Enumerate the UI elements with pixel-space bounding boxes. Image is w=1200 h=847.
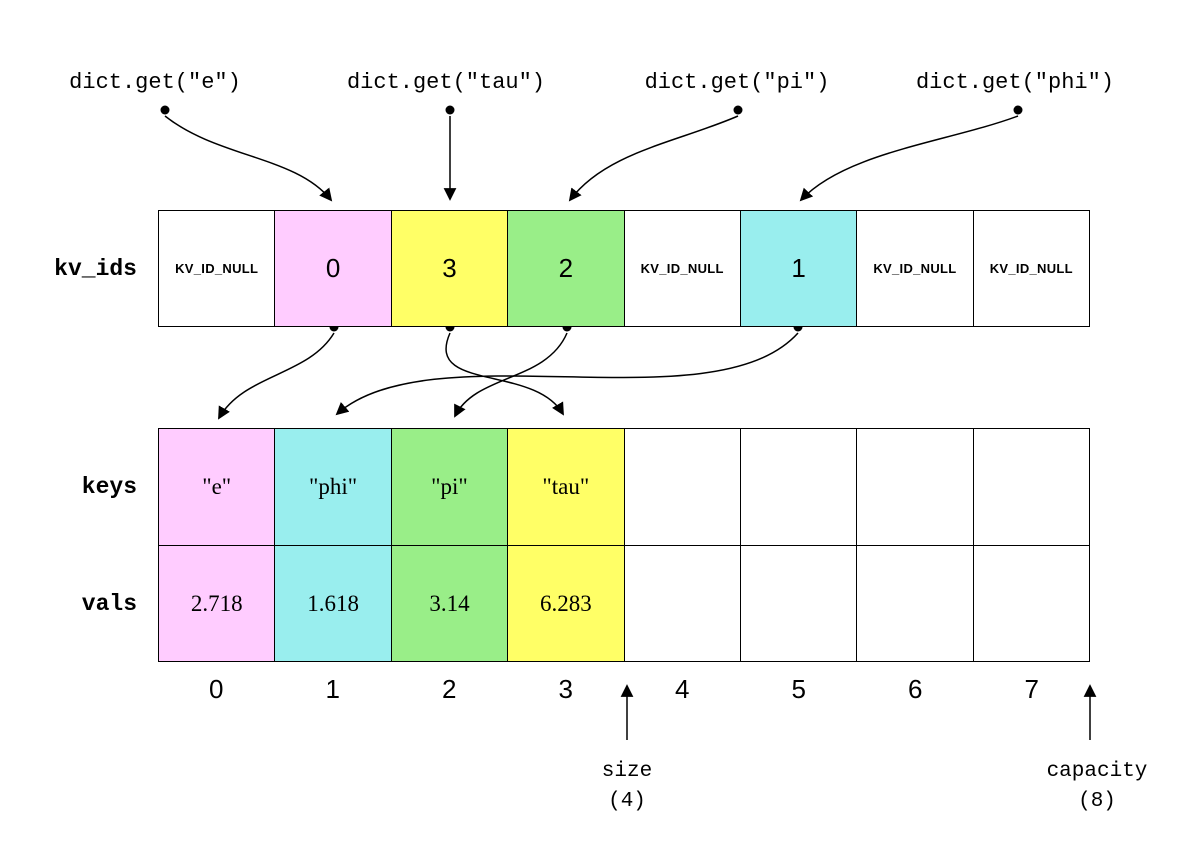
slot-index: 7 [1024,674,1039,704]
arrow-slot2-to-key3 [445,332,564,416]
kv-ids-cell-value: 1 [791,253,806,283]
slot-index: 6 [908,674,923,704]
keys-cell [857,429,974,545]
kv-ids-cell: KV_ID_NULL [857,211,974,326]
vals-cell-value: 6.283 [539,590,592,616]
arrow-slot1-to-key0 [218,332,335,420]
kv-ids-cell-value: KV_ID_NULL [989,261,1073,276]
index-row: 0 1 2 3 4 5 6 7 [158,674,1090,705]
vals-cell: 6.283 [508,546,625,661]
kv-ids-cell: 0 [275,211,392,326]
keys-cell: "tau" [508,429,625,545]
call-dot-phi [1013,105,1023,115]
kv-ids-cell: KV_ID_NULL [159,211,276,326]
vals-cell [973,546,1089,661]
keys-cell: "pi" [391,429,509,545]
vals-row-label: vals [81,591,137,617]
kv-ids-cell: KV_ID_NULL [624,211,741,326]
kv-ids-cell-value: KV_ID_NULL [873,261,957,276]
vals-row: 2.718 1.618 3.14 6.283 [158,545,1090,662]
kv-ids-cell: 1 [740,211,858,326]
call-label-tau: dict.get("tau") [346,70,546,95]
slot-index: 5 [791,674,806,704]
keys-cell [740,429,858,545]
keys-cell-value: "pi" [431,474,468,499]
vals-cell [624,546,741,661]
arrow-pi-to-slot3 [568,115,739,202]
vals-cell [740,546,858,661]
kv-ids-cell-value: 0 [325,253,341,283]
keys-cell-value: "phi" [308,474,358,499]
kv-ids-cell: 2 [508,211,625,326]
call-label-pi: dict.get("pi") [644,70,830,95]
keys-row: "e" "phi" "pi" "tau" [158,428,1090,545]
capacity-label: capacity [1046,760,1148,783]
keys-cell-value: "tau" [542,474,590,499]
call-dot-e [160,105,170,115]
call-dot-tau [445,105,455,115]
vals-cell: 3.14 [391,546,509,661]
kv-ids-cell-value: 2 [558,253,574,283]
vals-cell-value: 3.14 [429,590,470,616]
kv-ids-row-label: kv_ids [54,256,137,282]
keys-cell [973,429,1089,545]
slot-index: 0 [209,674,224,704]
call-label-e: dict.get("e") [69,70,241,95]
arrow-phi-to-slot5 [799,115,1019,202]
keys-cell-value: "e" [202,474,232,499]
kv-ids-cell: KV_ID_NULL [973,211,1089,326]
slot-index: 1 [325,674,340,704]
kv-ids-row: KV_ID_NULL 0 3 2 KV_ID_NULL 1 KV_ID_NULL… [158,210,1090,327]
vals-cell-value: 1.618 [307,590,359,616]
slot-index: 3 [558,674,573,704]
vals-cell: 1.618 [275,546,392,661]
capacity-value: (8) [1078,790,1116,813]
arrow-e-to-slot1 [164,115,333,202]
keys-cell: "phi" [275,429,392,545]
vals-cell [857,546,974,661]
size-label: size [601,760,653,783]
keys-cell: "e" [159,429,276,545]
call-dot-pi [733,105,743,115]
vals-cell: 2.718 [159,546,276,661]
call-label-phi: dict.get("phi") [915,70,1115,95]
keys-cell [624,429,741,545]
slot-index: 4 [675,674,690,704]
slot-index: 2 [442,674,457,704]
kv-ids-cell-value: KV_ID_NULL [175,261,259,276]
keys-row-label: keys [81,474,137,500]
kv-ids-cell: 3 [391,211,509,326]
kv-ids-cell-value: 3 [442,253,457,283]
size-value: (4) [608,790,646,813]
arrow-slot5-to-key1 [335,332,799,416]
kv-ids-cell-value: KV_ID_NULL [640,261,724,276]
vals-cell-value: 2.718 [190,590,243,616]
arrow-slot3-to-key2 [454,332,568,418]
